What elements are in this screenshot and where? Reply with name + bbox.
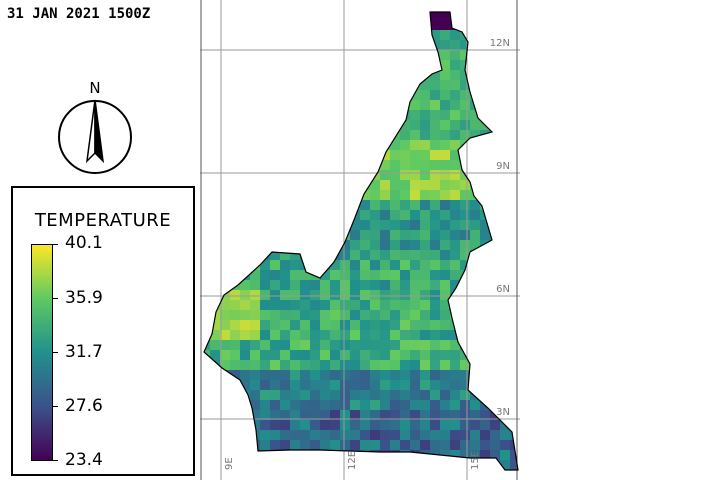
compass-rose-icon: N [58, 79, 132, 174]
north-label: N [89, 79, 100, 97]
legend-tick-max: 40.1 [65, 233, 103, 253]
frame-ticks [200, 0, 518, 480]
legend-tick: 27.6 [65, 396, 103, 416]
timestamp: 31 JAN 2021 1500Z [7, 6, 151, 22]
lat-label-12n: 12N [490, 38, 510, 49]
legend-tick-min: 23.4 [65, 450, 103, 470]
legend-tick: 31.7 [65, 342, 103, 362]
colorbar [31, 244, 53, 461]
lat-label-9n: 9N [496, 161, 510, 172]
lat-label-6n: 6N [496, 284, 510, 295]
legend-title: TEMPERATURE [34, 210, 172, 231]
lon-label-15e: 15E [470, 451, 481, 470]
legend: TEMPERATURE 40.1 35.9 31.7 27.6 23.4 [11, 186, 195, 476]
lon-label-12e: 12E [347, 451, 358, 470]
lon-label-9e: 9E [224, 457, 235, 470]
temperature-map: 12N 9N 6N 3N 9E 12E 15E [200, 0, 520, 480]
legend-tick: 35.9 [65, 288, 103, 308]
lat-label-3n: 3N [496, 407, 510, 418]
